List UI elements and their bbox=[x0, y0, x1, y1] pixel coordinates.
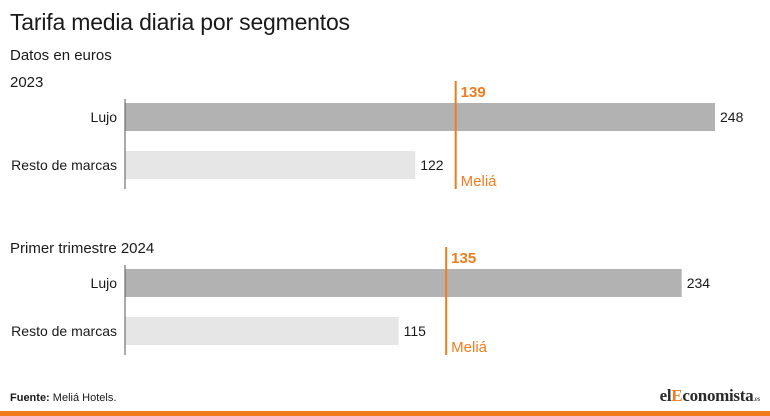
reference-value: 135 bbox=[451, 250, 476, 267]
section-label: 2023 bbox=[10, 74, 43, 91]
source-text: Meliá Hotels. bbox=[52, 392, 117, 404]
brand-logo: elEconomista.es bbox=[659, 386, 761, 406]
data-label: 234 bbox=[687, 275, 711, 291]
brand-suffix: .es bbox=[753, 395, 760, 403]
chart-title: Tarifa media diaria por segmentos bbox=[10, 9, 350, 35]
bar bbox=[125, 317, 399, 345]
chart-subtitle: Datos en euros bbox=[10, 47, 112, 64]
category-label: Resto de marcas bbox=[11, 323, 117, 339]
reference-label: Meliá bbox=[451, 339, 488, 356]
source-label: Fuente: bbox=[10, 392, 50, 404]
reference-value: 139 bbox=[461, 84, 486, 101]
source-note: Fuente: Meliá Hotels. bbox=[10, 392, 116, 404]
bar bbox=[125, 269, 682, 297]
category-label: Lujo bbox=[91, 275, 118, 291]
section-label: Primer trimestre 2024 bbox=[10, 240, 154, 257]
bar bbox=[125, 103, 715, 131]
brand-prefix: el bbox=[659, 386, 672, 405]
data-label: 115 bbox=[404, 323, 427, 339]
data-label: 248 bbox=[720, 109, 744, 125]
category-label: Resto de marcas bbox=[11, 157, 117, 173]
reference-label: Meliá bbox=[461, 173, 498, 190]
data-label: 122 bbox=[420, 157, 444, 173]
bar bbox=[125, 151, 416, 179]
category-label: Lujo bbox=[91, 109, 118, 125]
brand-accent: E bbox=[671, 386, 683, 405]
footer-accent-bar bbox=[0, 411, 770, 416]
brand-rest: conomista bbox=[682, 386, 754, 405]
